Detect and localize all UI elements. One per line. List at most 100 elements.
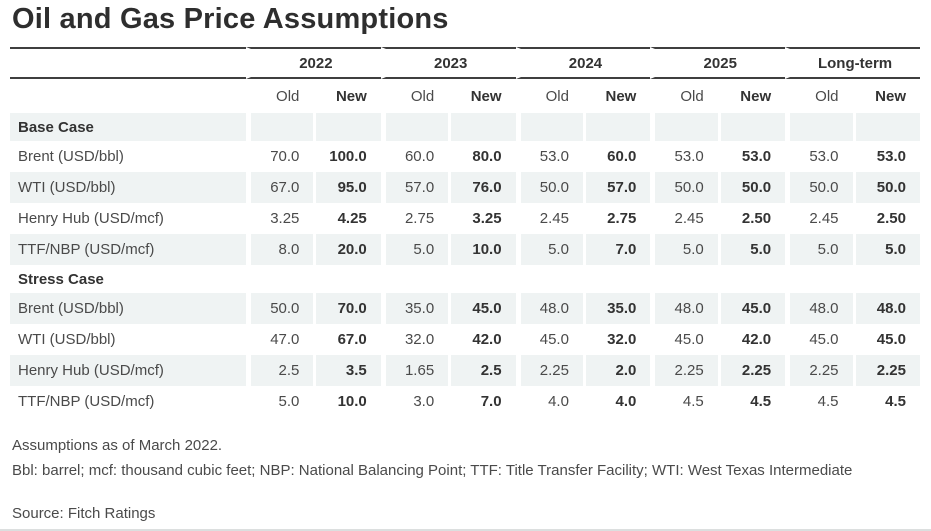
table-cell: 76.0 (448, 172, 516, 203)
table-row-stress-ttf-nbp: TTF/NBP (USD/mcf) 5.0 10.0 3.0 7.0 4.0 4… (10, 386, 920, 417)
table-row-base-ttf-nbp: TTF/NBP (USD/mcf) 8.0 20.0 5.0 10.0 5.0 … (10, 234, 920, 265)
empty-cell (650, 113, 718, 141)
table-cell: 60.0 (380, 141, 448, 172)
table-cell: 2.45 (650, 203, 717, 234)
table-cell: 53.0 (717, 141, 785, 172)
table-cell: 20.0 (313, 234, 381, 265)
table-cell: 5.0 (717, 234, 786, 265)
table-cell: 4.0 (582, 386, 650, 417)
table-cell: 32.0 (380, 324, 448, 355)
table-cell: 50.0 (785, 172, 853, 203)
table-cell: 35.0 (582, 293, 651, 324)
table-cell: 2.50 (852, 203, 920, 234)
table-cell: 50.0 (246, 293, 314, 324)
table-cell: 70.0 (246, 141, 313, 172)
table-row-stress-henry-hub: Henry Hub (USD/mcf) 2.5 3.5 1.65 2.5 2.2… (10, 355, 920, 386)
table-cell: 45.0 (448, 293, 516, 324)
table-cell: 4.5 (785, 386, 852, 417)
row-label: Brent (USD/bbl) (18, 148, 124, 165)
table-cell: 45.0 (650, 324, 717, 355)
table-cell: 48.0 (515, 293, 583, 324)
year-group-2022: 2022 (246, 47, 381, 79)
table-row-base-wti: WTI (USD/bbl) 67.0 95.0 57.0 76.0 50.0 5… (10, 172, 920, 203)
row-label: Brent (USD/bbl) (10, 293, 246, 324)
table-cell: 80.0 (448, 141, 515, 172)
table-cell: 50.0 (717, 172, 786, 203)
table-cell: 2.5 (448, 355, 516, 386)
table-cell: 35.0 (380, 293, 449, 324)
table-cell: 32.0 (582, 324, 650, 355)
table-cell: 53.0 (515, 141, 583, 172)
empty-cell (380, 265, 448, 293)
section-label: Stress Case (18, 270, 104, 288)
row-label: TTF/NBP (USD/mcf) (10, 234, 246, 265)
col-2024-new: New (605, 87, 637, 105)
table-cell: 48.0 (852, 293, 920, 324)
table-cell: 10.0 (448, 234, 516, 265)
table-cell: 48.0 (785, 293, 853, 324)
table-cell: 5.0 (246, 386, 313, 417)
table-cell: 50.0 (852, 172, 920, 203)
empty-cell (448, 113, 516, 141)
col-2024-old: Old (545, 87, 569, 105)
row-label: TTF/NBP (USD/mcf) (18, 393, 155, 410)
year-group-2025: 2025 (650, 47, 786, 79)
empty-cell (852, 113, 920, 141)
table-cell: 48.0 (650, 293, 718, 324)
corner-cell (10, 47, 246, 79)
subheader-row: Old New Old New Old New Old New Old New (10, 79, 920, 113)
section-header-base-case: Base Case (10, 113, 920, 141)
empty-cell (717, 113, 786, 141)
table-cell: 45.0 (785, 324, 852, 355)
col-2023-old: Old (410, 87, 435, 105)
table-cell: 2.25 (785, 355, 853, 386)
table-cell: 50.0 (650, 172, 718, 203)
col-2022-old: Old (276, 87, 300, 105)
table-cell: 53.0 (785, 141, 852, 172)
empty-cell (785, 265, 852, 293)
page-title: Oil and Gas Price Assumptions (12, 3, 449, 35)
table-cell: 8.0 (246, 234, 314, 265)
source-note: Source: Fitch Ratings (12, 505, 156, 522)
note-abbreviations: Bbl: barrel; mcf: thousand cubic feet; N… (12, 462, 853, 479)
table-cell: 2.75 (380, 203, 448, 234)
row-label: WTI (USD/bbl) (10, 172, 246, 203)
table-cell: 95.0 (313, 172, 381, 203)
table-cell: 2.25 (717, 355, 786, 386)
empty-cell (515, 265, 583, 293)
row-label: Henry Hub (USD/mcf) (10, 355, 246, 386)
empty-cell (582, 113, 651, 141)
page: Oil and Gas Price Assumptions 2022 2023 … (0, 3, 931, 531)
table-cell: 100.0 (313, 141, 380, 172)
col-2025-old: Old (680, 87, 704, 105)
empty-cell (313, 113, 381, 141)
table-cell: 4.5 (852, 386, 920, 417)
table-cell: 45.0 (515, 324, 583, 355)
table-cell: 67.0 (246, 172, 314, 203)
table-cell: 2.25 (852, 355, 920, 386)
row-label: WTI (USD/bbl) (18, 331, 116, 348)
table-row-base-henry-hub: Henry Hub (USD/mcf) 3.25 4.25 2.75 3.25 … (10, 203, 920, 234)
empty-cell (852, 265, 920, 293)
table-cell: 3.5 (313, 355, 381, 386)
table-cell: 5.0 (785, 234, 853, 265)
table-cell: 4.0 (515, 386, 583, 417)
table-cell: 10.0 (313, 386, 380, 417)
footnotes: Assumptions as of March 2022. Bbl: barre… (12, 433, 931, 483)
section-label: Base Case (10, 113, 246, 141)
table-cell: 7.0 (582, 234, 651, 265)
table-cell: 50.0 (515, 172, 583, 203)
col-2025-new: New (740, 87, 772, 105)
year-group-2023: 2023 (380, 47, 516, 79)
table-cell: 4.5 (650, 386, 717, 417)
year-header-row: 2022 2023 2024 2025 Long-term (10, 47, 920, 79)
table-row-stress-wti: WTI (USD/bbl) 47.0 67.0 32.0 42.0 45.0 3… (10, 324, 920, 355)
table-cell: 2.45 (515, 203, 583, 234)
col-long-term-old: Old (815, 87, 839, 105)
table-cell: 5.0 (380, 234, 449, 265)
empty-cell (448, 265, 515, 293)
table-cell: 1.65 (380, 355, 449, 386)
table-cell: 4.5 (717, 386, 785, 417)
table-cell: 67.0 (313, 324, 380, 355)
table-cell: 2.45 (785, 203, 852, 234)
